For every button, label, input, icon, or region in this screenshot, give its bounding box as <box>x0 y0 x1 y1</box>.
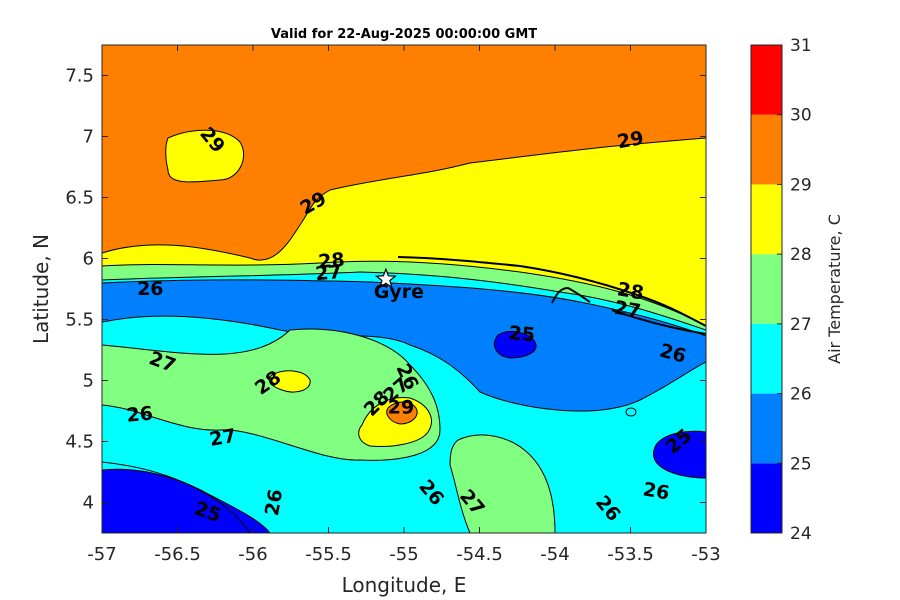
contour-region-28-29 <box>268 370 311 393</box>
y-tick-label: 6.5 <box>65 188 94 209</box>
contour-label: 28 <box>616 278 646 304</box>
coastline <box>611 309 706 335</box>
x-tick-label: -55 <box>389 544 418 565</box>
colorbar-tick-label: 31 <box>790 36 812 56</box>
coastline <box>551 287 591 304</box>
contour-label: 26 <box>261 488 287 518</box>
x-axis: -57 -56.5 -56 -55.5 -55 -54.5 -54 -53.5 -53 <box>87 45 721 565</box>
coastline <box>397 256 706 327</box>
contour-region-25-26 <box>102 461 251 533</box>
colorbar-tick-label: 25 <box>790 454 812 474</box>
contour-region-26-27 <box>625 407 637 417</box>
contour-label: 27 <box>613 297 643 323</box>
y-tick-label: 4.5 <box>65 432 94 453</box>
x-tick-label: -54 <box>540 544 569 565</box>
y-tick-label: 7.5 <box>65 66 94 87</box>
colorbar-tick-label: 28 <box>790 245 812 265</box>
colorbar-segment <box>751 463 782 533</box>
x-tick-label: -53 <box>691 544 720 565</box>
y-tick-label: 7 <box>83 127 94 148</box>
x-tick-label: -53.5 <box>607 544 654 565</box>
contour-region-24-25 <box>102 468 271 533</box>
star-icon <box>374 267 398 289</box>
contour-label: 27 <box>208 425 238 451</box>
contour-label: 29 <box>616 127 646 153</box>
chart-title: Valid for 22-Aug-2025 00:00:00 GMT <box>271 27 537 42</box>
contour-label: 27 <box>314 261 342 285</box>
contour-label: 26 <box>641 478 671 504</box>
y-tick-label: 4 <box>83 493 94 514</box>
x-tick-label: -54.5 <box>456 544 503 565</box>
contour-region-29-30 <box>386 401 418 425</box>
x-tick-label: -56 <box>238 544 267 565</box>
colorbar-label: Air Temperature, C <box>825 214 844 364</box>
y-tick-label: 5.5 <box>65 310 94 331</box>
colorbar-tick-label: 27 <box>790 315 812 335</box>
x-tick-label: -55.5 <box>305 544 352 565</box>
colorbar-segment <box>751 114 782 185</box>
x-axis-label: Longitude, E <box>342 573 467 597</box>
contour-region-24-25 <box>494 331 537 359</box>
x-tick-label: -56.5 <box>154 544 201 565</box>
colorbar: 24 25 26 27 28 29 30 31 <box>750 36 812 544</box>
colorbar-segment <box>751 45 782 115</box>
contour-label: 25 <box>508 322 536 346</box>
colorbar-tick-label: 30 <box>790 106 812 126</box>
y-tick-label: 6 <box>83 249 94 270</box>
location-marker: Gyre <box>374 267 424 303</box>
colorbar-segment <box>751 254 782 324</box>
colorbar-frame <box>750 44 783 534</box>
colorbar-segment <box>751 184 782 255</box>
contour-region-28-29 <box>165 129 245 183</box>
contour-label: 29 <box>388 396 414 418</box>
y-axis-label: Latitude, N <box>29 234 53 344</box>
y-tick-label: 5 <box>83 371 94 392</box>
x-tick-label: -57 <box>87 544 116 565</box>
marker-label: Gyre <box>374 281 424 303</box>
colorbar-tick-label: 26 <box>790 385 812 405</box>
contour-label: 26 <box>126 403 154 427</box>
contour-region-27-28 <box>102 328 441 461</box>
colorbar-tick-label: 29 <box>790 175 812 195</box>
contour-label: 26 <box>137 278 163 300</box>
colorbar-segment <box>751 393 782 464</box>
colorbar-tick-label: 24 <box>790 524 812 544</box>
contour-region-24-25 <box>653 430 706 479</box>
y-axis: 4 4.5 5 5.5 6 6.5 7 7.5 <box>65 66 706 514</box>
contour-label: 28 <box>317 249 345 273</box>
colorbar-segment <box>751 323 782 394</box>
contour-fill-layer <box>102 45 706 533</box>
